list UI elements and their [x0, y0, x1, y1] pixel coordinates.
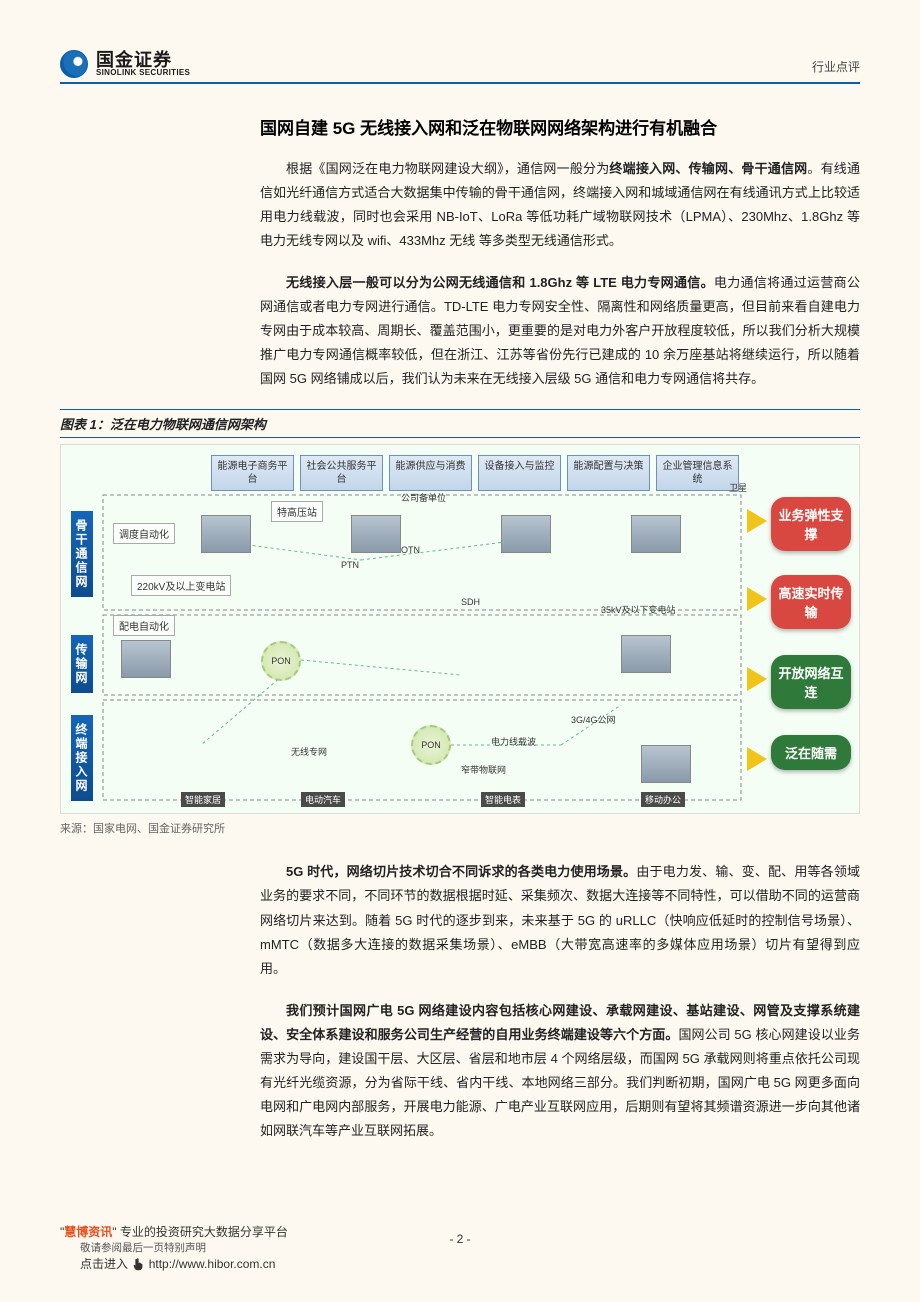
footer-line1-rest: 专业的投资研究大数据分享平台: [120, 1225, 288, 1239]
thumb-icon: [631, 515, 681, 553]
top-box-3: 设备接入与监控: [478, 455, 561, 491]
diagram-top-row: 能源电子商务平台 社会公共服务平台 能源供应与消费 设备接入与监控 能源配置与决…: [211, 455, 739, 491]
side-label-transport: 传输网: [71, 635, 93, 693]
paragraph-3: 5G 时代，网络切片技术切合不同诉求的各类电力使用场景。由于电力发、输、变、配、…: [260, 860, 860, 980]
arrow-icon: [747, 509, 767, 533]
pointer-hand-icon: [131, 1258, 145, 1272]
arrow-icon: [747, 587, 767, 611]
footer-url-link[interactable]: http://www.hibor.com.cn: [149, 1257, 276, 1271]
side-label-backbone: 骨干通信网: [71, 511, 93, 597]
pill-3: 泛在随需: [771, 735, 851, 770]
thumb-icon: [121, 640, 171, 678]
thumb-icon: [201, 515, 251, 553]
bottom-lbl-0: 智能家居: [181, 792, 225, 807]
lbl-ddzdh: 调度自动化: [113, 523, 175, 544]
lbl-pon1: PON: [261, 641, 301, 681]
p3-rest: 由于电力发、输、变、配、用等各领域业务的要求不同，不同环节的数据根据时延、采集频…: [260, 864, 860, 975]
pill-0: 业务弹性支撑: [771, 497, 851, 551]
logo-icon: [60, 50, 88, 78]
arrow-icon: [747, 747, 767, 771]
thumb-icon: [641, 745, 691, 783]
p2-bold: 无线接入层一般可以分为公网无线通信和 1.8Ghz 等 LTE 电力专网通信。: [286, 275, 714, 290]
lbl-3g4g: 3G/4G公网: [571, 713, 616, 726]
lbl-gsdc: 公司备单位: [401, 491, 446, 504]
footer-disclaimer: 敬请参阅最后一页特别声明: [60, 1240, 860, 1255]
lbl-wx: 卫星: [729, 481, 747, 494]
bottom-lbl-3: 移动办公: [641, 792, 685, 807]
pill-1: 高速实时传输: [771, 575, 851, 629]
p3-bold: 5G 时代，网络切片技术切合不同诉求的各类电力使用场景。: [286, 864, 636, 879]
top-box-1: 社会公共服务平台: [300, 455, 383, 491]
lbl-pon2: PON: [411, 725, 451, 765]
page-header: 国金证券 SINOLINK SECURITIES 行业点评: [60, 50, 860, 84]
thumb-icon: [621, 635, 671, 673]
footer-line1: "慧博资讯" 专业的投资研究大数据分享平台: [60, 1223, 860, 1240]
figure-caption: 图表 1：泛在电力物联网通信网架构: [60, 409, 860, 438]
paragraph-1: 根据《国网泛在电力物联网建设大纲》，通信网一般分为终端接入网、传输网、骨干通信网…: [260, 157, 860, 253]
paragraph-2: 无线接入层一般可以分为公网无线通信和 1.8Ghz 等 LTE 电力专网通信。电…: [260, 271, 860, 391]
arrow-icon: [747, 667, 767, 691]
lbl-ptn: PTN: [341, 560, 359, 570]
bottom-lbl-2: 智能电表: [481, 792, 525, 807]
paragraph-4: 我们预计国网广电 5G 网络建设内容包括核心网建设、承载网建设、基站建设、网管及…: [260, 999, 860, 1143]
lbl-pdzdh: 配电自动化: [113, 615, 175, 636]
lbl-sdh: SDH: [461, 597, 480, 607]
figure-source: 来源：国家电网、国金证券研究所: [60, 820, 860, 836]
lbl-35kv: 35kV及以下变电站: [601, 603, 676, 616]
thumb-icon: [351, 515, 401, 553]
lbl-wxzw: 无线专网: [291, 745, 327, 758]
pill-2: 开放网络互连: [771, 655, 851, 709]
doc-category: 行业点评: [812, 58, 860, 75]
p1-bold: 终端接入网、传输网、骨干通信网: [609, 161, 807, 176]
lbl-dlxzb: 电力线载波: [491, 735, 536, 748]
lbl-220kv: 220kV及以上变电站: [131, 575, 231, 596]
footer-brand: 慧博资讯: [64, 1225, 112, 1239]
figure-diagram: 能源电子商务平台 社会公共服务平台 能源供应与消费 设备接入与监控 能源配置与决…: [60, 444, 860, 814]
top-box-5: 企业管理信息系统: [656, 455, 739, 491]
footer-link-line: 点击进入 http://www.hibor.com.cn: [60, 1255, 860, 1272]
p4-rest: 国网公司 5G 核心网建设以业务需求为导向，建设国干层、大区层、省层和地市层 4…: [260, 1027, 860, 1138]
section-title: 国网自建 5G 无线接入网和泛在物联网网络架构进行有机融合: [260, 114, 860, 139]
side-label-access: 终端接入网: [71, 715, 93, 801]
bottom-lbl-1: 电动汽车: [301, 792, 345, 807]
lbl-zbwlw: 窄带物联网: [461, 763, 506, 776]
lbl-tkzz: 特高压站: [271, 501, 323, 522]
logo-text-cn: 国金证券: [96, 51, 190, 69]
lbl-otn: OTN: [401, 545, 420, 555]
thumb-icon: [501, 515, 551, 553]
top-box-4: 能源配置与决策: [567, 455, 650, 491]
company-logo: 国金证券 SINOLINK SECURITIES: [60, 50, 190, 78]
p2-rest: 电力通信将通过运营商公网通信或者电力专网进行通信。TD-LTE 电力专网安全性、…: [260, 275, 860, 386]
top-box-0: 能源电子商务平台: [211, 455, 294, 491]
logo-text-en: SINOLINK SECURITIES: [96, 69, 190, 77]
footer-link-pre: 点击进入: [80, 1257, 128, 1271]
p1-lead: 根据《国网泛在电力物联网建设大纲》，通信网一般分为: [286, 161, 609, 176]
page-footer: "慧博资讯" 专业的投资研究大数据分享平台 敬请参阅最后一页特别声明 点击进入 …: [0, 1223, 920, 1272]
diagram-svg: [61, 445, 861, 815]
top-box-2: 能源供应与消费: [389, 455, 472, 491]
